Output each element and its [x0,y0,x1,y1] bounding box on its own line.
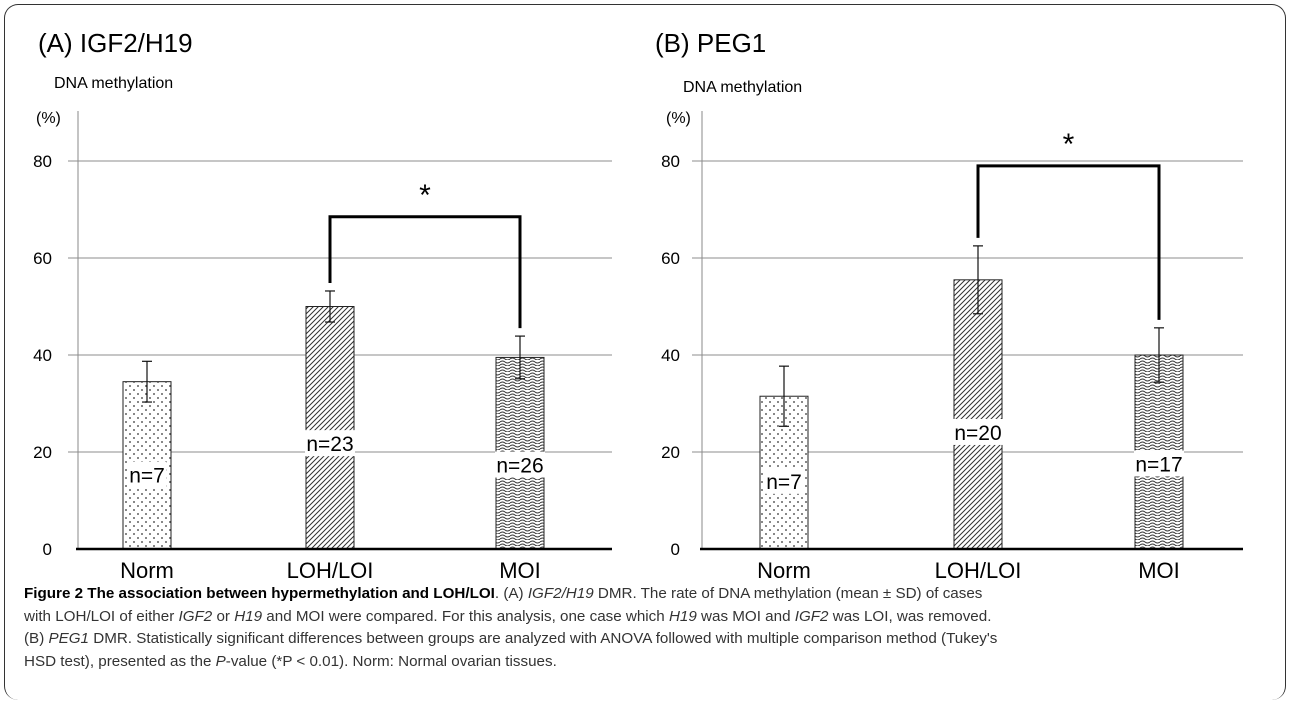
y-tick-label: 0 [43,540,52,559]
data-label-background [495,451,545,478]
y-tick-label: 80 [33,152,52,171]
y-axis-unit: (%) [36,110,61,127]
caption-line-3: (B) PEG1 DMR. Statistically significant … [24,630,998,647]
y-tick-label: 20 [33,443,52,462]
data-label: n=7 [766,471,802,494]
y-tick-label: 0 [671,540,680,559]
chart-title: (A) IGF2/H19 [38,28,193,58]
y-tick-label: 80 [661,152,680,171]
charts-canvas: (A) IGF2/H19 DNA methylation (%) 0 20 40 60 80 n… [33,28,1243,580]
data-label-background [764,467,804,494]
y-tick-label: 60 [661,249,680,268]
chart-title: (B) PEG1 [655,28,766,58]
data-label: n=23 [306,433,353,456]
significance-bracket [976,164,1161,320]
figure-caption: Figure 2 The association between hyperme… [24,583,1274,673]
significance-bracket [328,215,522,329]
caption-line-4: HSD test), presented as the P-value (*P … [24,652,557,670]
y-tick-label: 40 [33,346,52,365]
x-tick-label: MOI [499,558,541,580]
bar [953,279,1003,550]
y-axis-label: DNA methylation [683,79,802,96]
y-axis-unit: (%) [666,110,691,127]
figure-label: Figure 2 The association between hyperme… [24,585,495,602]
data-label-background [305,430,355,457]
x-tick-label: Norm [120,558,174,580]
figure-frame [4,4,1286,700]
data-label: n=26 [496,455,543,478]
bar [305,306,355,550]
data-label: n=17 [1135,454,1182,477]
data-label-background [953,418,1003,445]
panel-a-chart: (A) IGF2/H19 DNA methylation (%) 0 20 40 60 80 n… [33,28,612,580]
caption-line-2: with LOH/LOI of either IGF2 or H19 and M… [24,607,992,625]
y-tick-label: 20 [661,443,680,462]
significance-marker: * [419,179,431,212]
x-tick-label: Norm [757,558,811,580]
x-tick-label: MOI [1138,558,1180,580]
data-label-background [127,461,167,488]
data-label: n=20 [954,422,1001,445]
x-tick-label: LOH/LOI [287,558,374,580]
significance-marker: * [1063,128,1075,161]
y-tick-label: 40 [661,346,680,365]
x-tick-label: LOH/LOI [935,558,1022,580]
data-label: n=7 [129,465,165,488]
y-tick-label: 60 [33,249,52,268]
caption-line-1: Figure 2 The association between hyperme… [24,585,983,602]
y-axis-label: DNA methylation [54,75,173,92]
panel-b-chart: (B) PEG1 DNA methylation (%) 0 20 40 60 80 n=7 n=… [655,28,1243,580]
data-label-background [1134,450,1184,477]
